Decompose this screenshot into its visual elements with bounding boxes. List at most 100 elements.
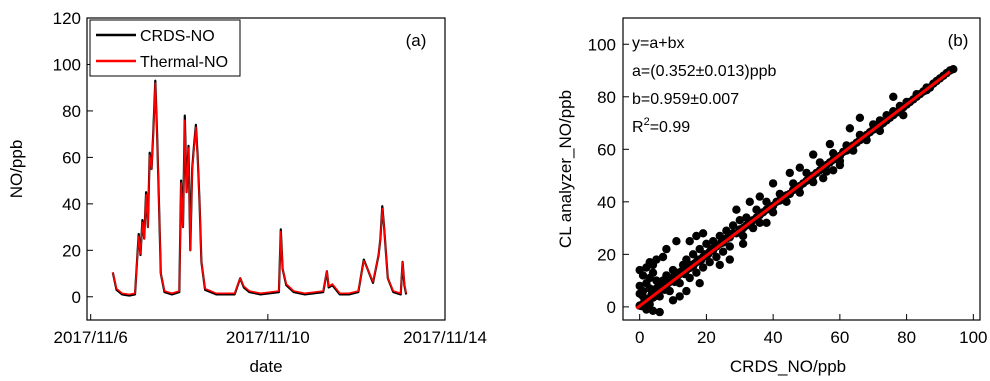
scatter-point <box>688 250 698 259</box>
scatter-point <box>672 237 681 246</box>
panel-b-y-axis-label: CL analyzer_NO/ppb <box>556 90 575 248</box>
scatter-point <box>855 113 865 123</box>
x-tick-label: 60 <box>830 328 849 347</box>
panel-a-x-axis-label: date <box>249 357 282 376</box>
y-tick-label: 40 <box>597 193 616 212</box>
scatter-point <box>889 92 898 102</box>
scatter-point <box>768 208 778 217</box>
y-tick-label: 20 <box>62 241 81 260</box>
y-tick-label: 80 <box>62 102 81 121</box>
scatter-point <box>845 124 855 133</box>
scatter-point <box>638 271 648 280</box>
panel-b-plot-frame <box>622 17 981 321</box>
panel-b-fit-line <box>635 70 951 310</box>
x-tick-label: 40 <box>764 328 783 347</box>
scatter-point <box>725 242 734 251</box>
scatter-point <box>738 231 748 241</box>
scatter-point <box>782 197 791 206</box>
scatter-point <box>695 244 704 254</box>
y-tick-label: 60 <box>62 148 81 167</box>
panel-a-y-ticks: 0 20 40 60 80 100 120 <box>53 9 93 307</box>
y-tick-label: 40 <box>62 195 81 214</box>
scatter-point <box>668 296 678 305</box>
y-tick-label: 80 <box>597 88 616 107</box>
scatter-point <box>645 273 654 283</box>
scatter-point <box>849 146 858 155</box>
panel-b-fit-annotations: y=a+bx a=(0.352±0.013)ppb b=0.959±0.007 … <box>632 35 777 136</box>
scatter-point <box>748 223 758 233</box>
scatter-point <box>875 126 885 136</box>
x-tick-label: 100 <box>959 328 987 347</box>
scatter-point <box>735 216 744 225</box>
scatter-point <box>702 239 711 248</box>
scatter-point <box>732 205 741 214</box>
fit-intercept: a=(0.352±0.013)ppb <box>632 63 777 80</box>
scatter-point <box>809 177 818 187</box>
panel-a-plot-frame <box>86 17 446 321</box>
scatter-point <box>819 174 828 183</box>
y-tick-label: 100 <box>588 35 616 54</box>
x-tick-label: 2017/11/6 <box>54 328 128 347</box>
panel-b-y-ticks: 0 20 40 60 80 100 <box>588 35 629 317</box>
scatter-point <box>675 279 684 288</box>
scatter-point <box>692 231 701 241</box>
scatter-point <box>682 255 691 264</box>
scatter-point <box>738 239 748 248</box>
scatter-point <box>655 307 664 317</box>
scatter-point <box>685 237 694 246</box>
panel-a-y-axis-label: NO/ppb <box>7 140 26 199</box>
y-tick-label: 60 <box>597 140 616 159</box>
x-tick-label: 0 <box>635 328 644 347</box>
scatter-point <box>809 150 818 159</box>
scatter-point <box>642 305 651 314</box>
panel-b: 0 20 40 60 80 100 0 20 40 60 80 100 CRDS_NO/ppb CL… <box>556 17 988 376</box>
scatter-point <box>665 286 674 296</box>
fit-r-squared: R2=0.99 <box>632 116 690 136</box>
scatter-point <box>638 292 648 301</box>
y-tick-label: 0 <box>72 288 81 307</box>
panel-a-series-lines <box>111 79 408 297</box>
scatter-point <box>899 111 908 120</box>
scatter-point <box>755 192 764 201</box>
scatter-point <box>722 226 731 235</box>
scatter-point <box>682 286 691 296</box>
x-tick-label: 80 <box>897 328 916 347</box>
y-tick-label: 120 <box>53 9 81 28</box>
scatter-point <box>745 197 754 206</box>
legend-label-thermal-no: Thermal-NO <box>140 54 228 71</box>
scatter-point <box>662 244 671 254</box>
panel-b-label: (b) <box>948 31 969 50</box>
scatter-point <box>795 188 804 197</box>
scatter-point <box>652 255 661 264</box>
scatter-point <box>835 160 845 170</box>
scatter-point <box>712 252 721 262</box>
y-tick-label: 100 <box>53 55 81 74</box>
panel-b-x-ticks: 0 20 40 60 80 100 <box>635 314 988 347</box>
scatter-point <box>715 260 724 270</box>
fit-equation: y=a+bx <box>632 35 684 52</box>
scatter-point <box>725 255 734 264</box>
series-line-thermal-no <box>112 82 407 296</box>
scatter-point <box>698 263 708 272</box>
scatter-point <box>795 163 804 172</box>
scatter-point <box>705 258 714 267</box>
fit-slope: b=0.959±0.007 <box>632 91 739 108</box>
x-tick-label: 20 <box>697 328 716 347</box>
scatter-point <box>652 276 661 285</box>
scatter-point <box>762 197 771 206</box>
scatter-point <box>675 292 684 301</box>
scatter-point <box>829 166 838 175</box>
scatter-point <box>762 218 771 227</box>
scatter-point <box>715 231 724 241</box>
scatter-point <box>785 168 794 178</box>
scatter-point <box>718 247 728 256</box>
scatter-point <box>728 221 738 230</box>
x-tick-label: 2017/11/14 <box>403 328 487 347</box>
scatter-point <box>698 229 708 238</box>
scatter-point <box>822 167 831 176</box>
panel-a-legend: CRDS-NO Thermal-NO <box>89 19 241 77</box>
scatter-point <box>685 273 694 283</box>
y-tick-label: 20 <box>597 245 616 264</box>
